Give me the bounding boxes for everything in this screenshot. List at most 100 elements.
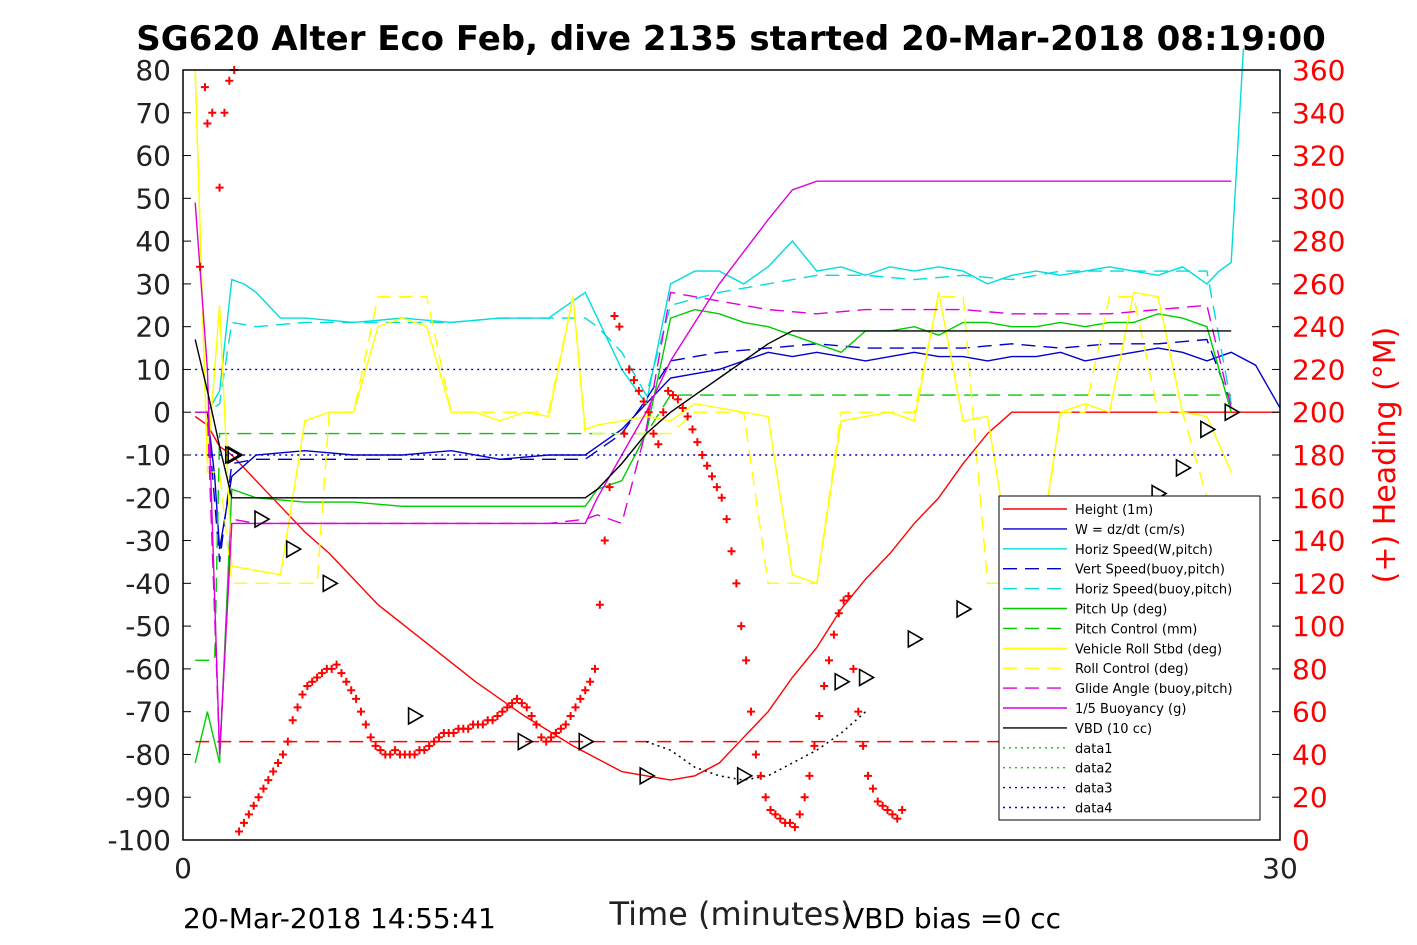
heading-point: [683, 412, 692, 421]
heading-point: [703, 461, 712, 470]
heading-point: [196, 262, 205, 271]
heading-point: [449, 729, 458, 738]
triangle-marker: [1224, 402, 1241, 422]
right-tick-label: 140: [1292, 525, 1345, 558]
heading-point: [317, 669, 326, 678]
heading-point: [595, 600, 604, 609]
heading-point: [668, 391, 677, 400]
heading-layer: [196, 66, 907, 836]
heading-point: [600, 536, 609, 545]
left-tick-label: 50: [135, 182, 171, 215]
heading-point: [839, 596, 848, 605]
triangle-marker: [517, 732, 534, 751]
heading-point: [259, 784, 268, 793]
series-line-1: [195, 347, 1281, 550]
heading-point: [834, 609, 843, 618]
heading-point: [766, 806, 775, 815]
heading-point: [420, 746, 429, 755]
heading-point: [586, 677, 595, 686]
legend-item-label: Glide Angle (buoy,pitch): [1075, 682, 1233, 697]
heading-point: [629, 376, 638, 385]
heading-point: [249, 801, 258, 810]
heading-point: [532, 720, 541, 729]
right-tick-label: 100: [1292, 610, 1345, 643]
heading-point: [776, 814, 785, 823]
heading-point: [859, 741, 868, 750]
heading-point: [673, 395, 682, 404]
legend-item-label: data3: [1075, 782, 1113, 797]
right-y-axis: 3603403203002802602402202001801601401201…: [1272, 54, 1345, 857]
heading-point: [649, 429, 658, 438]
heading-point: [688, 425, 697, 434]
heading-point: [756, 771, 765, 780]
right-tick-label: 220: [1292, 353, 1345, 386]
heading-point: [864, 771, 873, 780]
heading-point: [283, 737, 292, 746]
heading-point: [805, 771, 814, 780]
right-tick-label: 40: [1292, 738, 1328, 771]
left-tick-label: -10: [125, 439, 171, 472]
left-tick-label: 0: [153, 396, 171, 429]
legend-item-label: Vert Speed(buoy,pitch): [1075, 563, 1225, 578]
heading-point: [620, 429, 629, 438]
left-tick-label: -50: [125, 610, 171, 643]
heading-point: [517, 699, 526, 708]
heading-point: [873, 797, 882, 806]
heading-point: [712, 483, 721, 492]
heading-point: [717, 493, 726, 502]
left-y-axis: 80 70 60 50 40 30 20 10 0 -10 -20 -30 -40 -50 -60 -70 -8…: [107, 54, 191, 857]
heading-point: [203, 119, 212, 128]
heading-point: [727, 547, 736, 556]
left-tick-label: -60: [125, 653, 171, 686]
heading-point: [527, 711, 536, 720]
heading-point: [878, 801, 887, 810]
heading-point: [854, 707, 863, 716]
heading-point: [254, 793, 263, 802]
legend-item-label: data4: [1075, 802, 1113, 817]
heading-point: [356, 707, 365, 716]
heading-point: [434, 733, 443, 742]
heading-point: [239, 818, 248, 827]
legend-item-label: W = dz/dt (cm/s): [1075, 523, 1185, 538]
legend-item-label: VBD (10 cc): [1075, 722, 1152, 737]
series-line-4: [195, 270, 1232, 413]
left-tick-label: 40: [135, 225, 171, 258]
heading-point: [313, 673, 322, 682]
heading-point: [761, 793, 770, 802]
footer-timestamp: 20-Mar-2018 14:55:41: [183, 902, 496, 935]
left-tick-label: 60: [135, 140, 171, 173]
heading-point: [698, 451, 707, 459]
heading-point: [795, 810, 804, 819]
series-line-8: [194, 69, 1232, 584]
triangle-marker: [322, 573, 339, 593]
series-line-11: [194, 330, 1232, 499]
triangle-marker: [736, 766, 754, 786]
triangle-marker: [834, 672, 851, 692]
heading-point: [737, 622, 746, 631]
heading-point: [386, 750, 395, 759]
heading-point: [732, 579, 741, 588]
heading-point: [825, 656, 834, 665]
triangle-marker: [956, 599, 973, 619]
triangle-marker: [285, 539, 303, 559]
heading-point: [868, 784, 877, 793]
heading-point: [361, 720, 370, 729]
heading-point: [366, 733, 375, 742]
heading-point: [488, 716, 497, 725]
triangle-marker: [227, 445, 244, 465]
heading-point: [371, 741, 380, 750]
heading-point: [269, 767, 278, 776]
legend-item-label: Roll Control (deg): [1075, 662, 1189, 677]
heading-point: [391, 746, 400, 755]
heading-point: [605, 483, 614, 492]
right-y-axis-label: (+) Heading (°M): [1368, 327, 1403, 584]
series-line-6: [195, 394, 1232, 661]
heading-point: [551, 729, 560, 738]
heading-point: [639, 397, 648, 406]
legend-item-label: data1: [1075, 742, 1113, 757]
heading-point: [664, 386, 673, 395]
heading-point: [425, 741, 434, 750]
heading-point: [634, 386, 643, 395]
heading-point: [790, 823, 799, 832]
